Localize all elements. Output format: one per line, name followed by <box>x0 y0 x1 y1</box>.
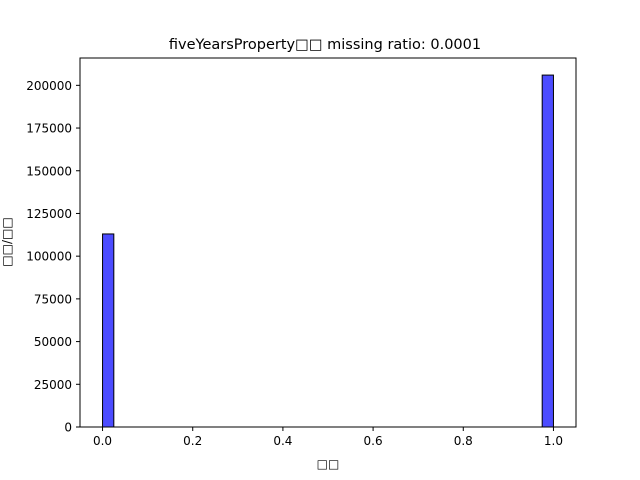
x-tick-label: 0.8 <box>454 434 473 448</box>
y-tick-label: 150000 <box>26 164 72 178</box>
y-tick-label: 125000 <box>26 207 72 221</box>
x-tick-label: 0.2 <box>183 434 202 448</box>
y-tick-label: 25000 <box>34 378 72 392</box>
x-tick-label: 0.6 <box>364 434 383 448</box>
x-tick-label: 0.4 <box>273 434 292 448</box>
histogram-bar-0 <box>102 233 115 428</box>
x-tick-label: 1.0 <box>544 434 563 448</box>
histogram-bar-1 <box>541 74 554 428</box>
y-tick-label: 100000 <box>26 250 72 264</box>
chart-title: fiveYearsProperty□□ missing ratio: 0.000… <box>169 37 481 53</box>
y-tick-label: 75000 <box>34 292 72 306</box>
y-tick-label: 200000 <box>26 79 72 93</box>
y-tick-label: 175000 <box>26 122 72 136</box>
y-tick-label: 50000 <box>34 335 72 349</box>
x-axis-label: □□ <box>317 457 340 471</box>
y-tick-label: 0 <box>64 421 72 435</box>
x-tick-label: 0.0 <box>93 434 112 448</box>
plot-frame <box>79 57 577 428</box>
y-axis-label: □□/□□ <box>0 217 14 266</box>
x-axis-ticks: 0.0 0.2 0.4 0.6 0.8 1.0 <box>93 427 563 448</box>
y-axis-ticks: 0 25000 50000 75000 100000 125000 150000 175000… <box>26 79 80 435</box>
